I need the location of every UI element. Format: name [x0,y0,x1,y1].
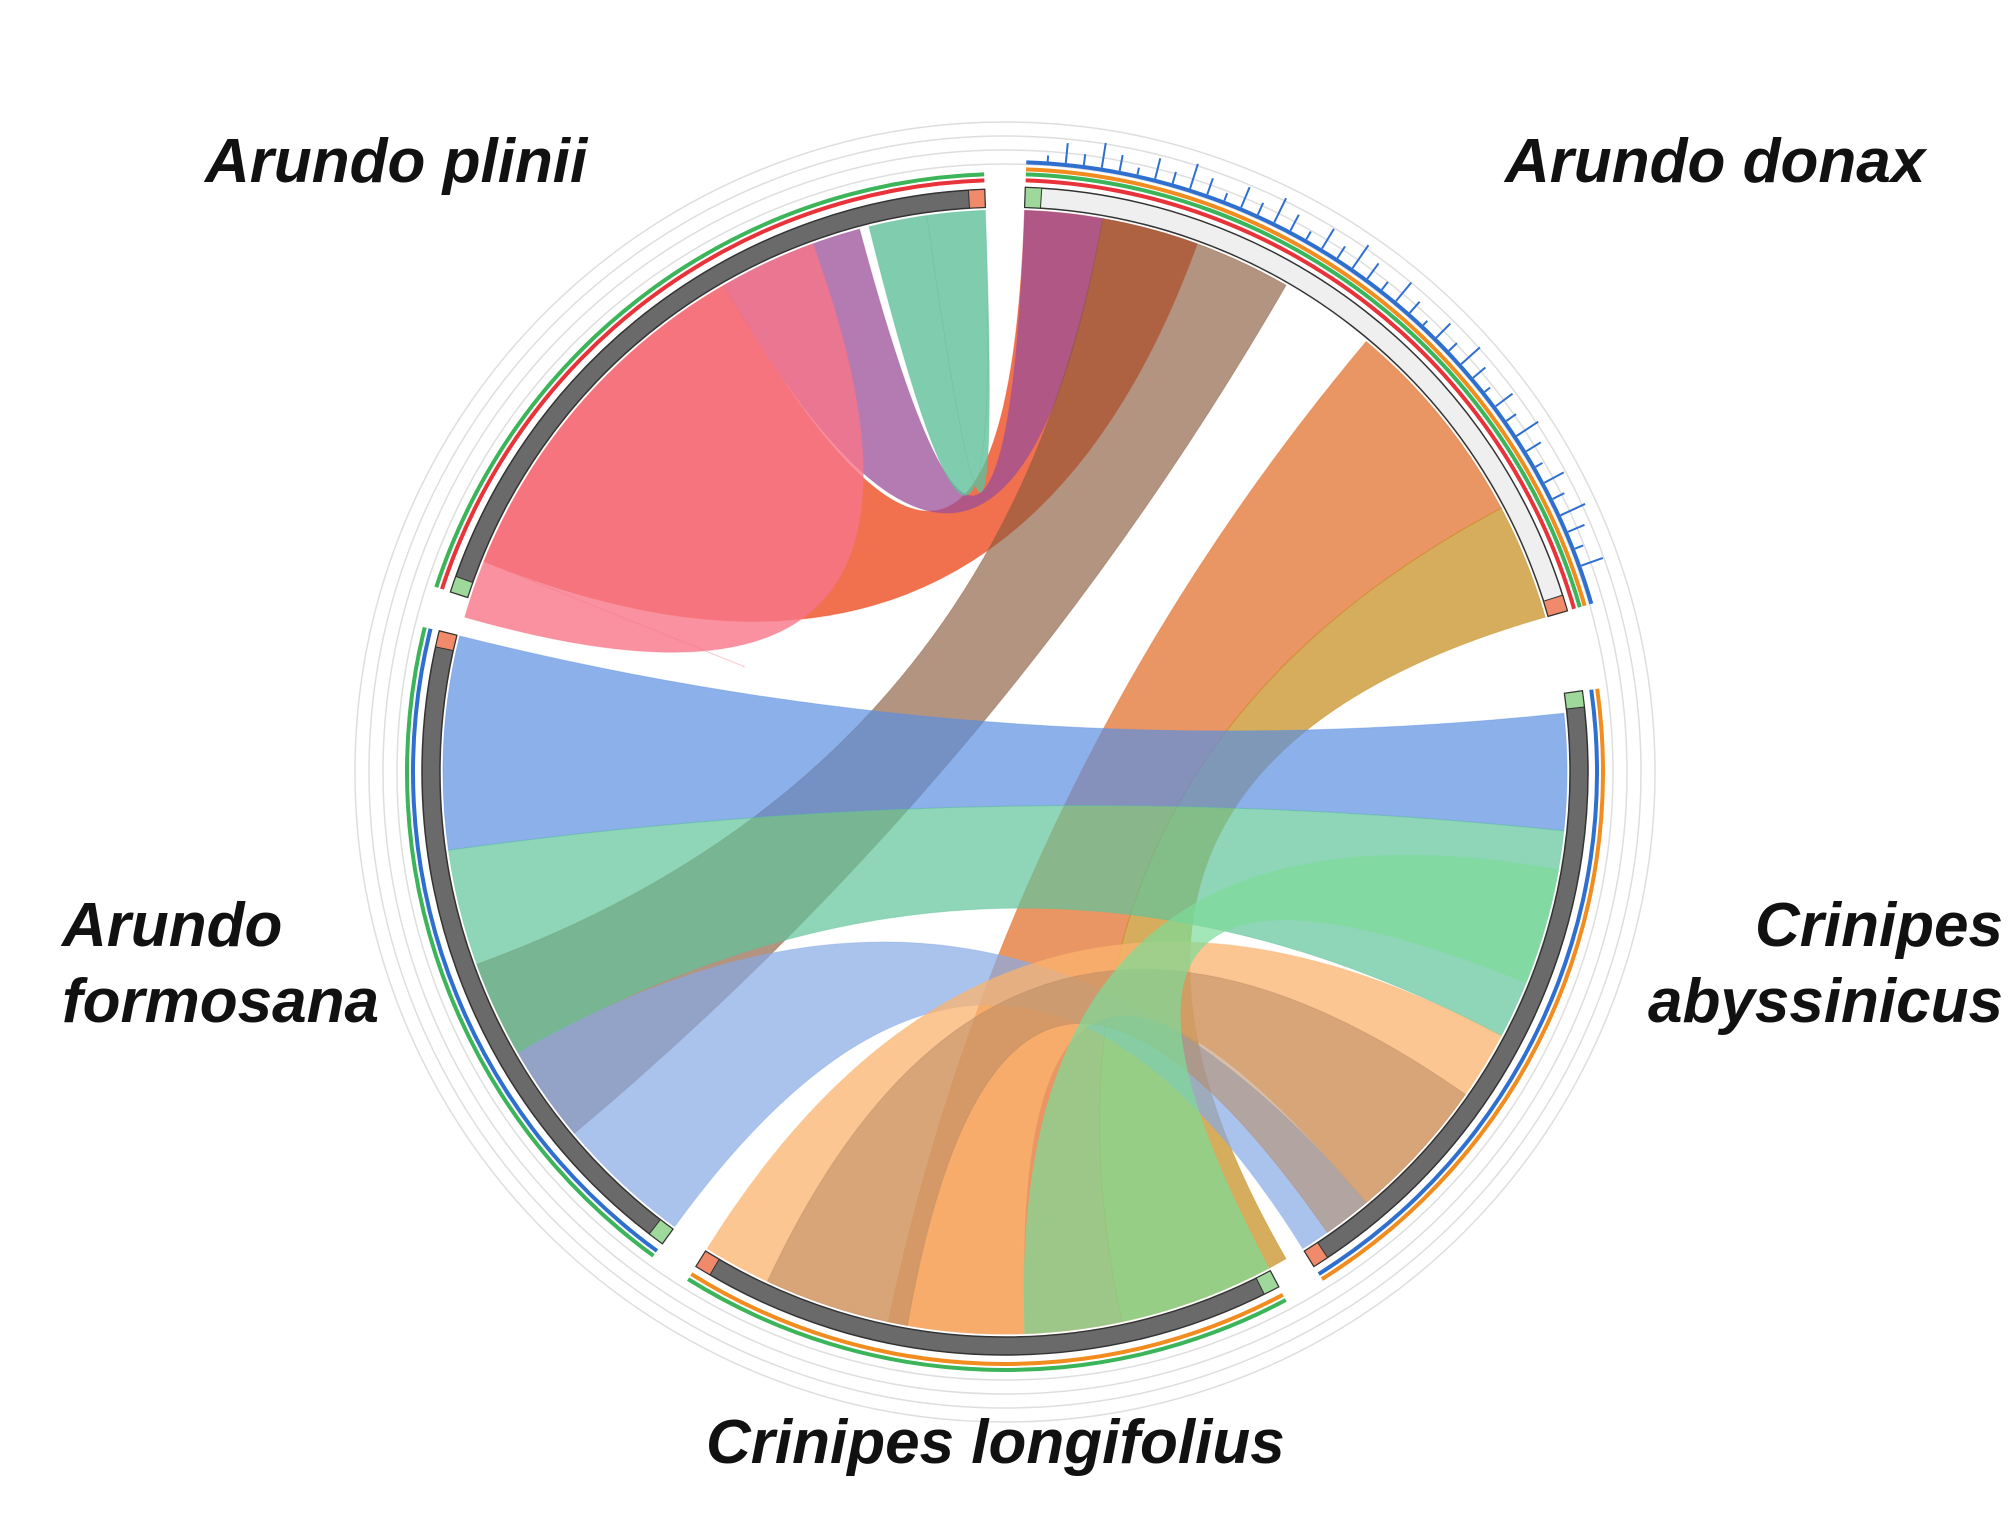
crinipes-longifolius-label: Crinipes longifolius [706,1408,1285,1477]
ideogram-start-cap-abyssinicus [1563,690,1585,710]
track-spike-9 [1206,178,1214,195]
guide-circle-2 [368,135,1642,1409]
ribbon-plinii-pink [464,243,864,668]
ideogram-start-cap-plinii [449,575,474,599]
ribbon-formosana-green [447,805,1565,1054]
track-spike-1 [1064,143,1069,164]
track-spike-5 [1136,167,1140,175]
track-spike-8 [1189,163,1199,189]
track-spike-16 [1321,228,1335,250]
track-spike-4 [1118,154,1124,172]
ideogram-end-cap-abyssinicus [1303,1241,1329,1268]
track-guide-circles [354,121,1656,1423]
track-spike-22 [1408,301,1421,314]
track-spike-32 [1525,441,1542,453]
track-spike-13 [1273,197,1288,223]
ideogram-end-cap-plinii [967,188,986,209]
track-spike-15 [1305,231,1312,240]
ribbon-longifolius-green [1023,854,1560,1335]
track-spike-37 [1567,523,1585,533]
track-spike-10 [1223,192,1229,202]
track-spike-7 [1171,171,1177,184]
ideogram-start-cap-longifolius [1255,1270,1280,1295]
track-spike-26 [1460,346,1481,365]
track-spike-24 [1435,322,1452,339]
track-spike-30 [1505,413,1517,422]
arundo-plinii-label: Arundo plinii [205,127,588,196]
track-spike-21 [1395,282,1413,302]
track-spike-11 [1240,186,1251,208]
density-tracks [405,142,1605,1373]
track-spike-31 [1515,420,1539,437]
guide-circle-1 [382,149,1628,1395]
track-spike-2 [1082,154,1087,166]
track-spike-28 [1483,386,1491,393]
arundo-donax-label: Arundo donax [1505,127,1926,196]
track-spike-33 [1535,462,1543,468]
track-spike-36 [1560,503,1586,517]
track-spike-14 [1289,214,1300,232]
track-spike-34 [1543,471,1565,484]
track-spike-19 [1366,262,1380,280]
track-spike-23 [1422,320,1428,326]
track-spike-6 [1154,158,1162,179]
track-spike-3 [1100,142,1107,168]
arundo-formosana-label: Arundo formosana [62,891,379,1036]
track-spike-18 [1351,244,1370,269]
ideogram-start-cap-formosana [648,1218,674,1245]
genome-ideograms [421,186,1589,1356]
track-spike-39 [1580,557,1604,567]
ideogram-end-cap-longifolius [695,1250,720,1276]
track-spike-17 [1336,245,1346,259]
synteny-ribbons [442,209,1568,1335]
track-spike-12 [1256,202,1265,216]
crinipes-abyssinicus-label: Crinipes abyssinicus [1648,891,2003,1036]
track-spike-29 [1495,392,1514,408]
ideogram-start-cap-donax [1024,186,1043,209]
track-spike-38 [1574,544,1584,550]
track-spike-20 [1380,281,1389,291]
track-spike-35 [1552,492,1565,500]
track-spike-25 [1448,342,1458,352]
ideogram-end-cap-donax [1542,594,1568,617]
ideogram-end-cap-formosana [435,630,458,652]
guide-circle-0 [396,163,1614,1381]
track-spike-27 [1472,366,1487,379]
ribbon-plinii-green [868,209,990,496]
guide-circle-3 [354,121,1656,1423]
ribbon-longifolius-tan [766,969,1467,1327]
